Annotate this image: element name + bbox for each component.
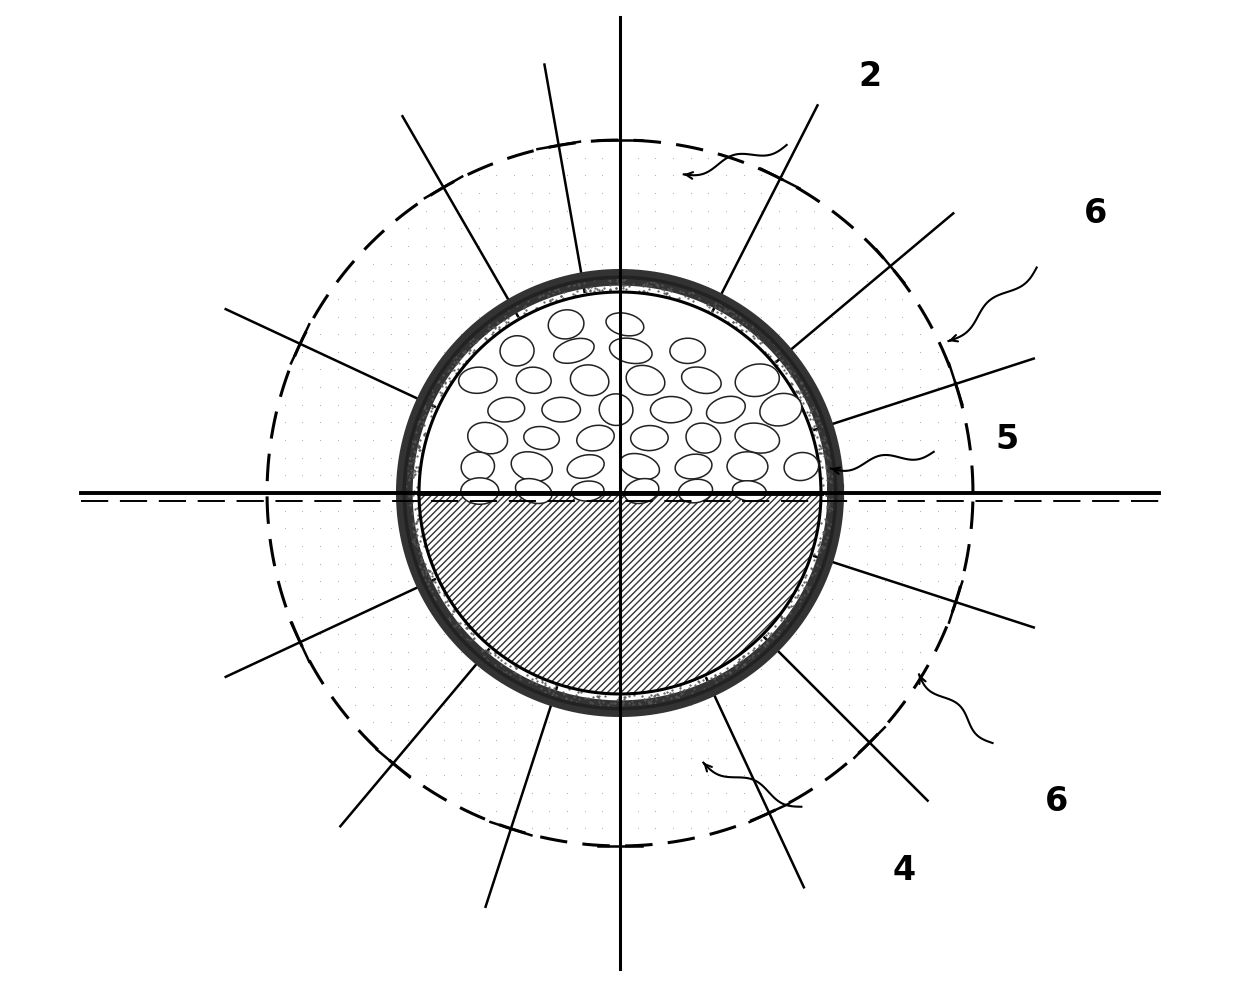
Polygon shape <box>419 493 821 694</box>
Ellipse shape <box>651 396 692 423</box>
Ellipse shape <box>733 481 766 501</box>
Ellipse shape <box>548 310 584 339</box>
Ellipse shape <box>599 393 632 426</box>
Ellipse shape <box>459 367 497 393</box>
Text: 2: 2 <box>858 60 882 93</box>
Ellipse shape <box>523 427 559 450</box>
Ellipse shape <box>461 453 495 481</box>
Ellipse shape <box>516 478 552 504</box>
Ellipse shape <box>572 481 604 501</box>
Text: 4: 4 <box>893 854 916 887</box>
Text: 6: 6 <box>1084 197 1107 230</box>
Ellipse shape <box>567 455 604 478</box>
Ellipse shape <box>626 366 665 395</box>
Ellipse shape <box>610 338 652 364</box>
Ellipse shape <box>624 478 658 504</box>
Ellipse shape <box>467 422 507 454</box>
Ellipse shape <box>735 423 780 454</box>
Ellipse shape <box>511 452 552 481</box>
Ellipse shape <box>707 396 745 423</box>
Ellipse shape <box>554 338 594 363</box>
Ellipse shape <box>735 364 779 396</box>
Ellipse shape <box>487 397 525 422</box>
Ellipse shape <box>727 452 768 481</box>
Ellipse shape <box>670 338 706 364</box>
Ellipse shape <box>577 425 614 451</box>
Ellipse shape <box>675 455 712 479</box>
Ellipse shape <box>542 397 580 422</box>
Ellipse shape <box>678 479 713 503</box>
Text: 6: 6 <box>1044 785 1068 818</box>
Ellipse shape <box>631 426 668 451</box>
Ellipse shape <box>620 454 660 479</box>
Ellipse shape <box>686 423 720 454</box>
Ellipse shape <box>682 367 722 393</box>
Ellipse shape <box>500 335 534 366</box>
Ellipse shape <box>461 478 498 504</box>
Polygon shape <box>419 292 821 493</box>
Ellipse shape <box>516 367 552 393</box>
Ellipse shape <box>784 453 818 480</box>
Text: 5: 5 <box>996 423 1019 456</box>
Ellipse shape <box>760 393 802 426</box>
Ellipse shape <box>570 365 609 395</box>
Ellipse shape <box>606 313 644 336</box>
